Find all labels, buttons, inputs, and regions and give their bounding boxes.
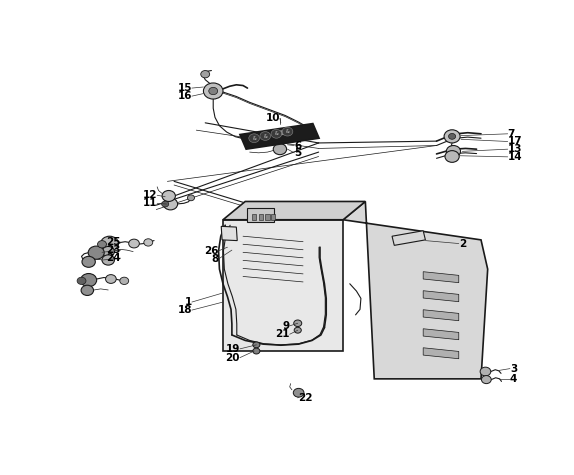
Circle shape: [102, 247, 114, 256]
Text: 2: 2: [459, 238, 466, 248]
Text: 3: 3: [510, 364, 517, 374]
Text: 21: 21: [275, 329, 290, 339]
Text: 8: 8: [211, 254, 219, 264]
Polygon shape: [423, 310, 459, 321]
Polygon shape: [343, 201, 488, 379]
Bar: [265, 214, 270, 220]
Circle shape: [106, 275, 116, 284]
Text: 10: 10: [265, 114, 280, 124]
Text: 25: 25: [106, 237, 121, 247]
Text: 15: 15: [177, 83, 192, 93]
Circle shape: [77, 277, 86, 285]
Bar: [247, 208, 274, 222]
Polygon shape: [221, 227, 237, 241]
Circle shape: [253, 348, 260, 354]
Text: 14: 14: [508, 152, 522, 162]
Circle shape: [249, 134, 259, 142]
Polygon shape: [423, 329, 459, 340]
Text: 1: 1: [185, 297, 192, 307]
Circle shape: [162, 190, 176, 201]
Circle shape: [129, 239, 139, 248]
Text: &: &: [274, 131, 278, 136]
Bar: [271, 214, 276, 220]
Text: 19: 19: [226, 344, 240, 354]
Circle shape: [188, 195, 195, 201]
Circle shape: [98, 241, 106, 248]
Polygon shape: [223, 220, 343, 352]
Polygon shape: [423, 291, 459, 302]
Text: 6: 6: [294, 141, 301, 151]
Polygon shape: [423, 348, 459, 359]
Bar: [258, 214, 263, 220]
Text: 17: 17: [508, 136, 522, 146]
Circle shape: [271, 129, 282, 138]
Text: 24: 24: [106, 253, 121, 263]
Text: 13: 13: [508, 144, 522, 154]
Text: 26: 26: [204, 246, 219, 256]
Circle shape: [201, 70, 210, 78]
Text: 12: 12: [143, 190, 157, 200]
Circle shape: [80, 274, 96, 287]
Circle shape: [100, 236, 118, 251]
Text: 5: 5: [294, 148, 301, 158]
Circle shape: [445, 151, 459, 162]
Circle shape: [273, 143, 286, 155]
Text: 16: 16: [177, 91, 192, 101]
Circle shape: [81, 285, 94, 295]
Circle shape: [448, 133, 456, 139]
Circle shape: [203, 83, 223, 99]
Circle shape: [294, 320, 302, 326]
Circle shape: [88, 246, 104, 259]
Polygon shape: [240, 124, 319, 149]
Text: 18: 18: [177, 305, 192, 315]
Bar: [252, 214, 257, 220]
Circle shape: [260, 132, 270, 141]
Circle shape: [447, 145, 460, 157]
Text: &: &: [286, 129, 289, 134]
Circle shape: [294, 327, 301, 333]
Text: 20: 20: [226, 352, 240, 362]
Text: 11: 11: [143, 198, 157, 209]
Text: 23: 23: [106, 245, 121, 255]
Circle shape: [482, 376, 491, 384]
Polygon shape: [423, 272, 459, 283]
Circle shape: [102, 255, 114, 265]
Circle shape: [144, 239, 153, 246]
Text: 4: 4: [510, 374, 517, 384]
Circle shape: [282, 127, 293, 136]
Circle shape: [209, 87, 218, 95]
Text: &: &: [263, 133, 267, 139]
Circle shape: [162, 201, 169, 207]
Circle shape: [164, 198, 177, 210]
Circle shape: [444, 130, 460, 143]
Circle shape: [480, 367, 491, 376]
Polygon shape: [223, 201, 366, 220]
Text: 7: 7: [508, 129, 515, 139]
Text: 9: 9: [282, 321, 290, 331]
Circle shape: [278, 130, 285, 136]
Circle shape: [82, 256, 95, 267]
Text: &: &: [252, 136, 256, 141]
Polygon shape: [392, 231, 425, 246]
Circle shape: [253, 342, 260, 348]
Circle shape: [120, 277, 129, 285]
Text: 22: 22: [298, 393, 312, 403]
Circle shape: [293, 389, 304, 397]
